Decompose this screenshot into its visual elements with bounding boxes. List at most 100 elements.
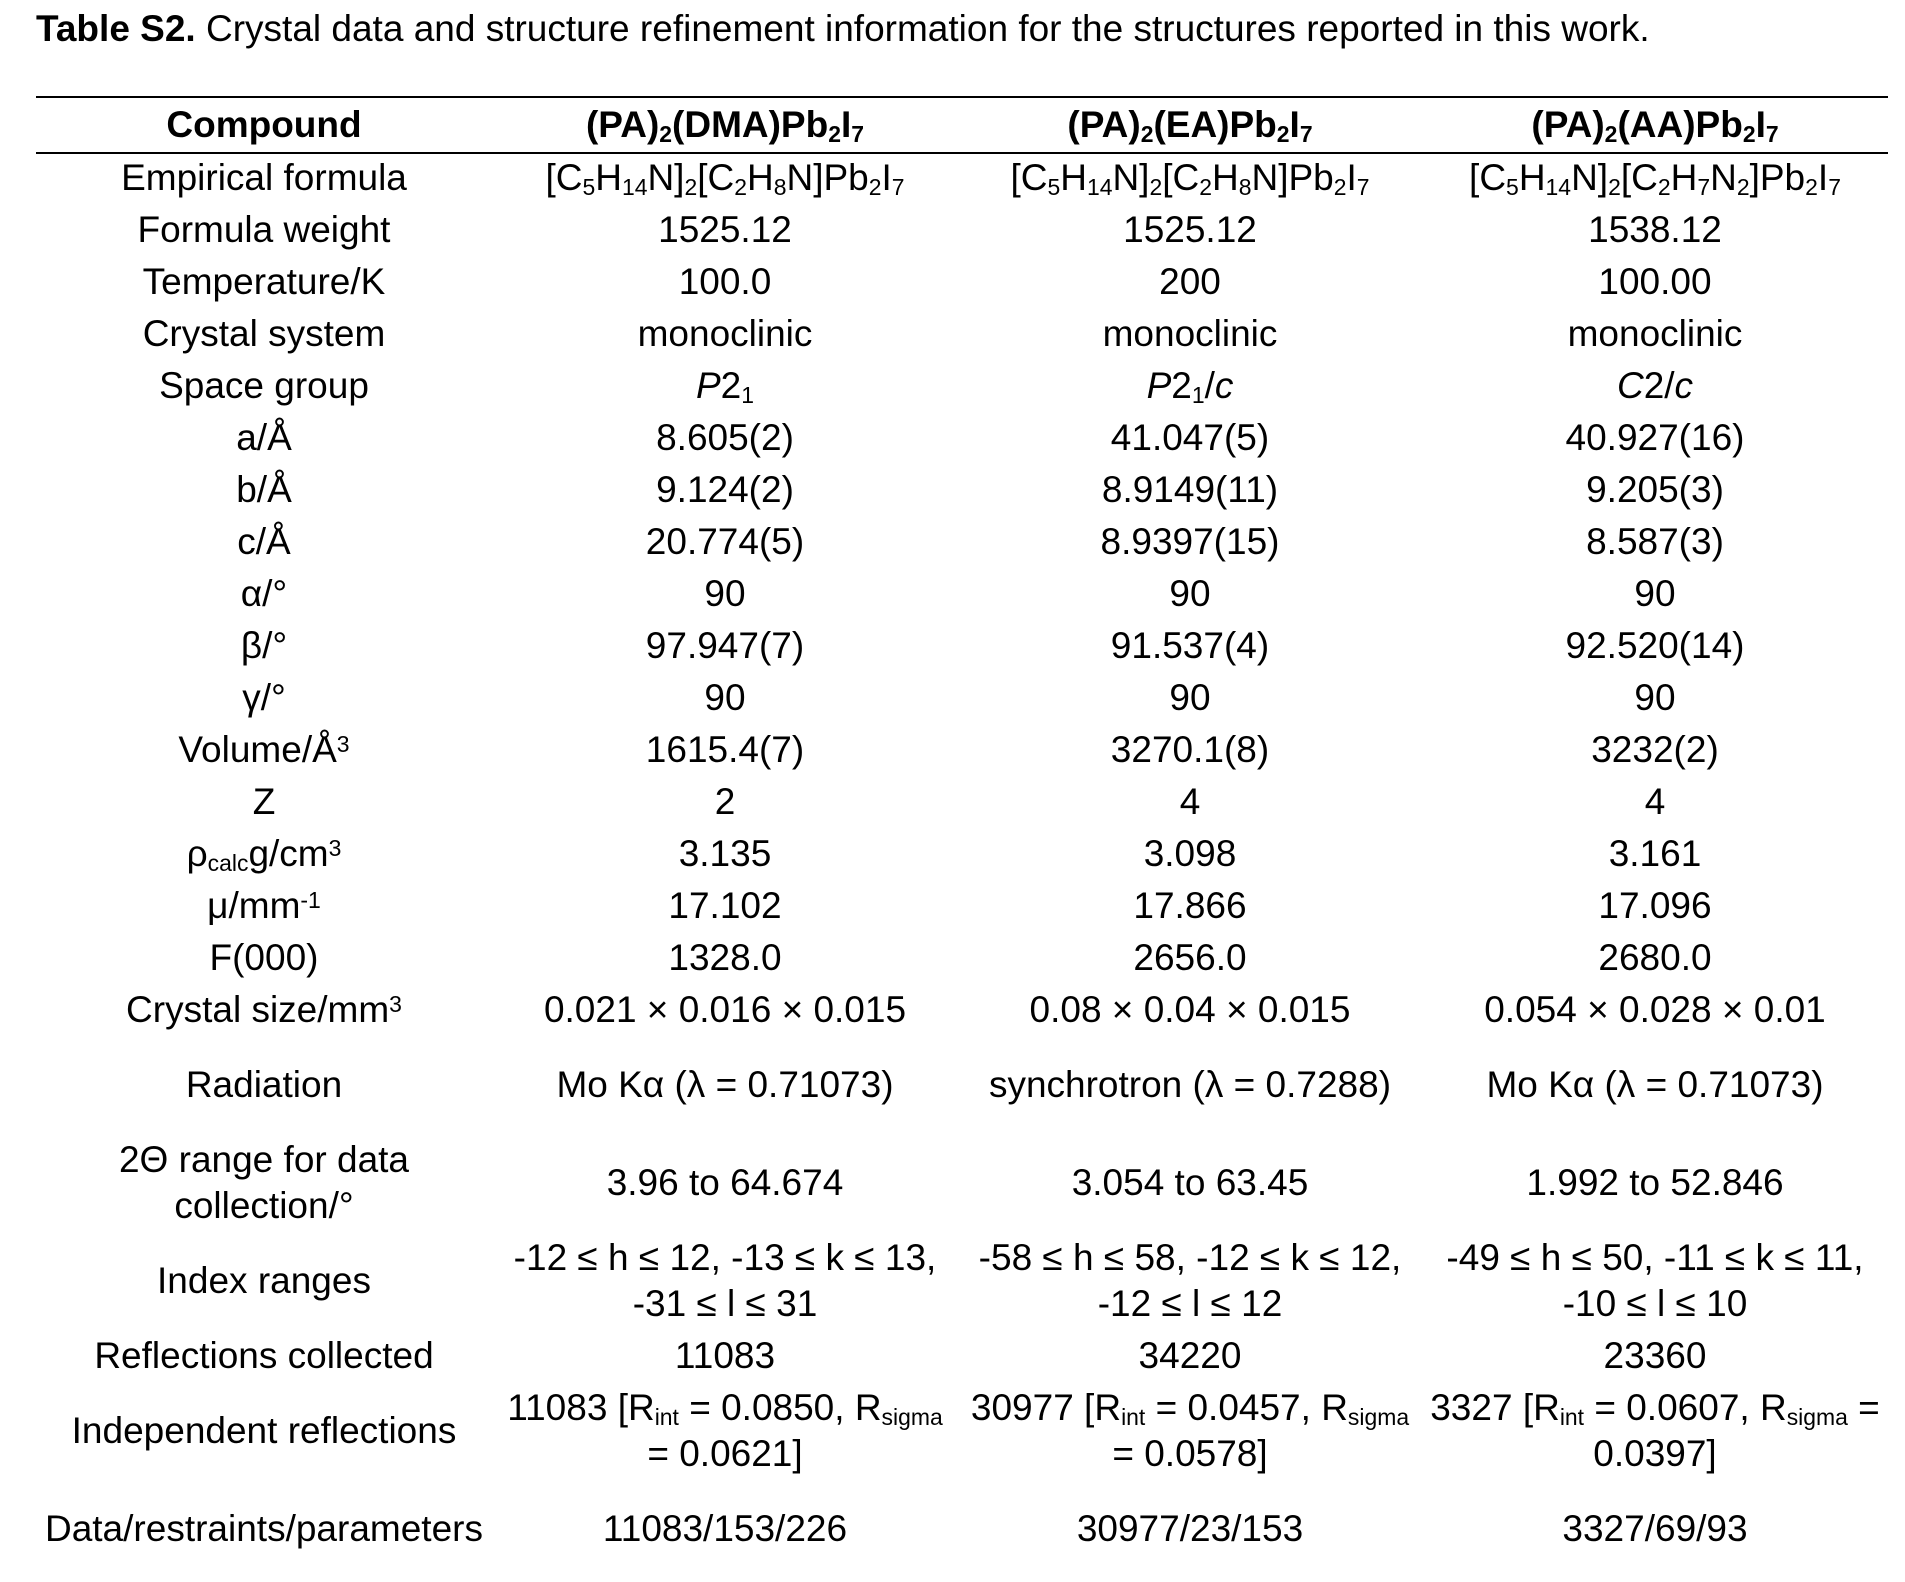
table-row: β/° 97.947(7) 91.537(4) 92.520(14) bbox=[36, 620, 1888, 672]
table-row: Data/restraints/parameters 11083/153/226 3… bbox=[36, 1480, 1888, 1578]
value-cell: 90 bbox=[1634, 677, 1676, 718]
value-cell: Mo Kα (λ = 0.71073) bbox=[1486, 1064, 1824, 1105]
value-cell: 1328.0 bbox=[668, 937, 782, 978]
table-row: Formula weight 1525.12 1525.12 1538.12 bbox=[36, 204, 1888, 256]
row-label-cell: Independent reflections bbox=[71, 1410, 457, 1451]
table-row: F(000) 1328.0 2656.0 2680.0 bbox=[36, 932, 1888, 984]
value-cell: 9.205(3) bbox=[1586, 469, 1724, 510]
table-row: a/Å 8.605(2) 41.047(5) 40.927(16) bbox=[36, 412, 1888, 464]
row-label-cell: Space group bbox=[159, 365, 369, 406]
value-cell: 3232(2) bbox=[1591, 729, 1719, 770]
row-label-cell: Data/restraints/parameters bbox=[44, 1508, 483, 1549]
value-cell: 41.047(5) bbox=[1110, 417, 1270, 458]
value-cell: monoclinic bbox=[1102, 313, 1278, 354]
value-cell: [C5H14N]2[C2H8N]Pb2I7 bbox=[545, 157, 905, 201]
table-row: Temperature/K 100.0 200 100.00 bbox=[36, 256, 1888, 308]
value-cell: 90 bbox=[1169, 677, 1211, 718]
row-label-cell: Z bbox=[252, 781, 276, 822]
row-label-cell: Reflections collected bbox=[94, 1335, 434, 1376]
value-cell: 0.054 × 0.028 × 0.01 bbox=[1484, 989, 1826, 1030]
value-cell: P21 bbox=[695, 365, 755, 409]
value-cell: 3.96 to 64.674 bbox=[606, 1162, 844, 1203]
value-cell: 100.0 bbox=[678, 261, 772, 302]
value-cell: 3.098 bbox=[1143, 833, 1237, 874]
header-pa2-aa-pb2i7: (PA)2(AA)Pb2I7 bbox=[1531, 104, 1779, 148]
row-label-cell: Volume/Å3 bbox=[178, 729, 350, 770]
row-label-cell: Radiation bbox=[185, 1064, 343, 1105]
value-cell: 8.605(2) bbox=[656, 417, 794, 458]
value-cell: 1538.12 bbox=[1588, 209, 1722, 250]
caption-label: Table S2. bbox=[36, 8, 196, 49]
value-cell: [C5H14N]2[C2H7N2]Pb2I7 bbox=[1469, 157, 1841, 201]
value-cell: 200 bbox=[1159, 261, 1221, 302]
table-row: Space group P21 P21/c C2/c bbox=[36, 360, 1888, 412]
table-row: Independent reflections 11083 [Rint = 0.0… bbox=[36, 1382, 1888, 1480]
value-cell: 4 bbox=[1644, 781, 1666, 822]
value-cell: 2656.0 bbox=[1133, 937, 1247, 978]
row-label-cell: Empirical formula bbox=[121, 157, 407, 198]
table-body: Empirical formula [C5H14N]2[C2H8N]Pb2I7 [C… bbox=[36, 152, 1888, 1578]
crystal-data-table: Compound (PA)2(DMA)Pb2I7 (PA)2(EA)Pb2I7 … bbox=[36, 98, 1888, 1578]
value-cell: P21/c bbox=[1146, 365, 1234, 409]
table-row: Z 2 4 4 bbox=[36, 776, 1888, 828]
value-cell: 17.096 bbox=[1598, 885, 1712, 926]
header-compound: Compound bbox=[166, 104, 362, 145]
value-cell: 90 bbox=[1634, 573, 1676, 614]
value-cell: C2/c bbox=[1616, 365, 1694, 406]
row-label-cell: α/° bbox=[240, 573, 288, 614]
value-cell: 20.774(5) bbox=[645, 521, 805, 562]
value-cell: 30977/23/153 bbox=[1076, 1508, 1304, 1549]
value-cell: 1615.4(7) bbox=[645, 729, 805, 770]
value-cell: 34220 bbox=[1138, 1335, 1242, 1376]
value-cell: 90 bbox=[704, 573, 746, 614]
row-label-cell: a/Å bbox=[236, 417, 292, 458]
value-cell: 90 bbox=[704, 677, 746, 718]
table-row: Radiation Mo Kα (λ = 0.71073) synchrotron … bbox=[36, 1036, 1888, 1134]
value-cell: 0.021 × 0.016 × 0.015 bbox=[543, 989, 907, 1030]
value-cell: 90 bbox=[1169, 573, 1211, 614]
value-cell: 2 bbox=[714, 781, 736, 822]
value-cell: 0.08 × 0.04 × 0.015 bbox=[1029, 989, 1351, 1030]
row-label-cell: ρcalcg/cm3 bbox=[186, 833, 342, 877]
table-row: γ/° 90 90 90 bbox=[36, 672, 1888, 724]
value-cell: synchrotron (λ = 0.7288) bbox=[988, 1064, 1392, 1105]
table-header-row: Compound (PA)2(DMA)Pb2I7 (PA)2(EA)Pb2I7 … bbox=[36, 98, 1888, 152]
table-row: μ/mm-1 17.102 17.866 17.096 bbox=[36, 880, 1888, 932]
value-cell: 3.135 bbox=[678, 833, 772, 874]
table-row: Volume/Å3 1615.4(7) 3270.1(8) 3232(2) bbox=[36, 724, 1888, 776]
value-cell: 1525.12 bbox=[1123, 209, 1257, 250]
table-row: ρcalcg/cm3 3.135 3.098 3.161 bbox=[36, 828, 1888, 880]
value-cell: Mo Kα (λ = 0.71073) bbox=[556, 1064, 894, 1105]
value-cell: [C5H14N]2[C2H8N]Pb2I7 bbox=[1010, 157, 1370, 201]
row-label-cell: Crystal size/mm3 bbox=[126, 989, 402, 1030]
table-row: c/Å 20.774(5) 8.9397(15) 8.587(3) bbox=[36, 516, 1888, 568]
value-cell: 8.587(3) bbox=[1586, 521, 1724, 562]
table-top-rule bbox=[36, 96, 1888, 98]
value-cell: -58 ≤ h ≤ 58, -12 ≤ k ≤ 12, -12 ≤ l ≤ 12 bbox=[978, 1237, 1402, 1324]
value-cell: 17.102 bbox=[668, 885, 782, 926]
header-pa2-ea-pb2i7: (PA)2(EA)Pb2I7 bbox=[1067, 104, 1313, 148]
row-label-cell: γ/° bbox=[242, 677, 286, 718]
table-row: 2Θ range for data collection/° 3.96 to 64… bbox=[36, 1134, 1888, 1232]
table-row: Empirical formula [C5H14N]2[C2H8N]Pb2I7 [C… bbox=[36, 152, 1888, 204]
table-caption: Table S2. Crystal data and structure ref… bbox=[36, 6, 1650, 52]
table-row: Crystal size/mm3 0.021 × 0.016 × 0.015 0.0… bbox=[36, 984, 1888, 1036]
value-cell: 3.161 bbox=[1608, 833, 1702, 874]
value-cell: 1525.12 bbox=[658, 209, 792, 250]
value-cell: 8.9397(15) bbox=[1100, 521, 1280, 562]
table-row: α/° 90 90 90 bbox=[36, 568, 1888, 620]
value-cell: 11083 [Rint = 0.0850, Rsigma = 0.0621] bbox=[507, 1387, 943, 1474]
value-cell: 9.124(2) bbox=[656, 469, 794, 510]
row-label-cell: F(000) bbox=[209, 937, 319, 978]
row-label-cell: c/Å bbox=[237, 521, 291, 562]
value-cell: 11083/153/226 bbox=[602, 1508, 848, 1549]
row-label-cell: Crystal system bbox=[142, 313, 386, 354]
row-label-cell: Temperature/K bbox=[142, 261, 386, 302]
value-cell: 17.866 bbox=[1133, 885, 1247, 926]
header-pa2-dma-pb2i7: (PA)2(DMA)Pb2I7 bbox=[585, 104, 865, 148]
value-cell: -49 ≤ h ≤ 50, -11 ≤ k ≤ 11, -10 ≤ l ≤ 10 bbox=[1446, 1237, 1864, 1324]
value-cell: 3270.1(8) bbox=[1110, 729, 1270, 770]
value-cell: monoclinic bbox=[1567, 313, 1743, 354]
table-row: b/Å 9.124(2) 8.9149(11) 9.205(3) bbox=[36, 464, 1888, 516]
